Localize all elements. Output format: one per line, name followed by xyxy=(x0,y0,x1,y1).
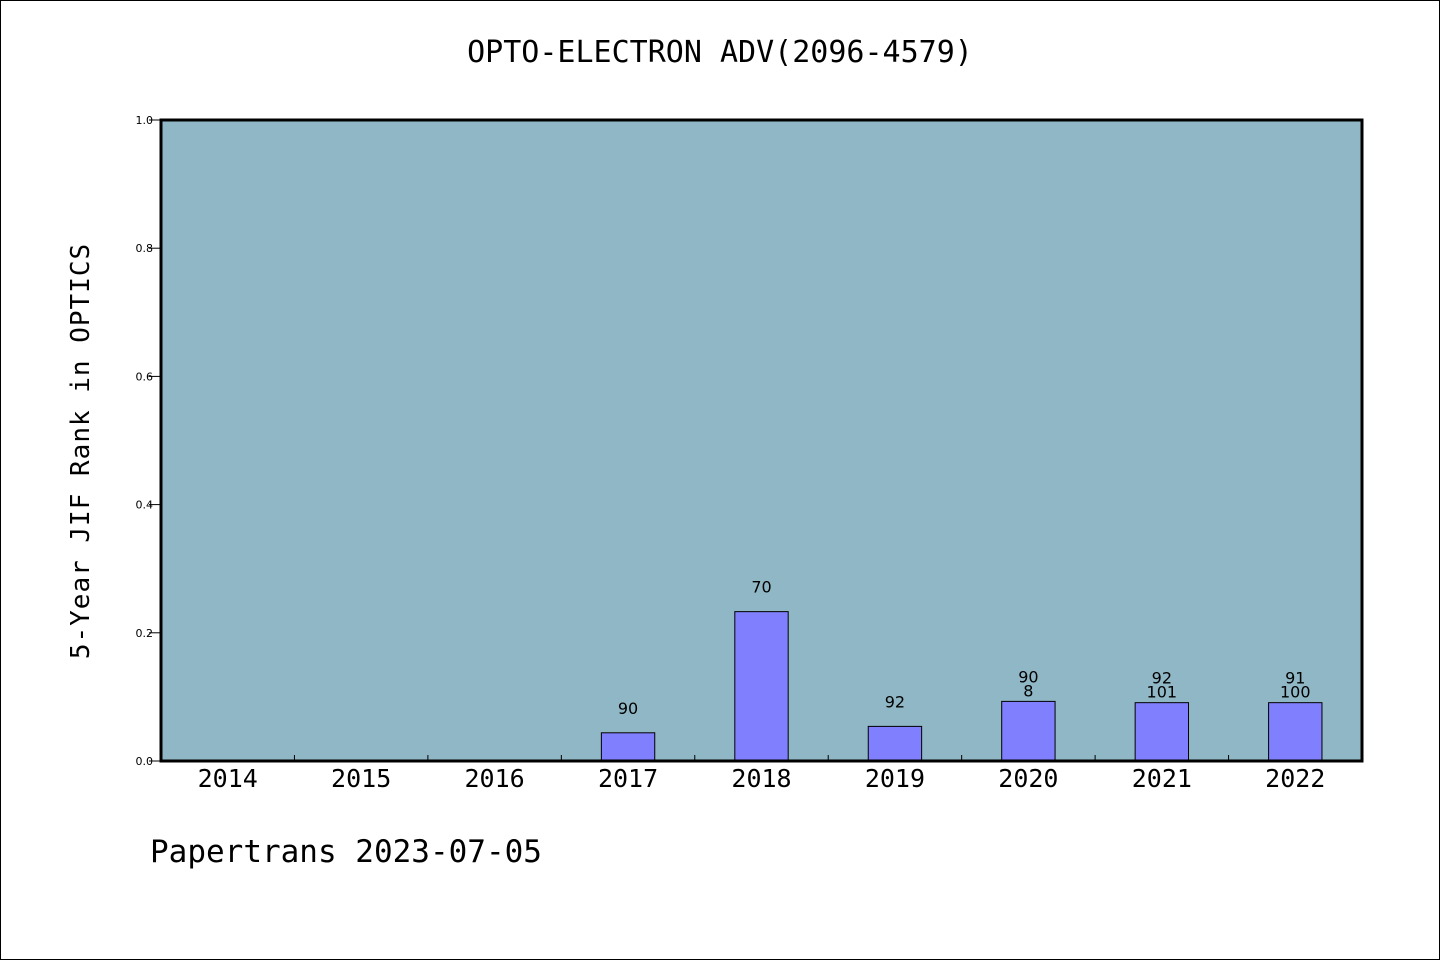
chart-title: OPTO-ELECTRON ADV(2096-4579) xyxy=(467,35,973,70)
footer-source-date: Papertrans 2023-07-05 xyxy=(150,834,542,870)
bar-value-label: 8 xyxy=(1023,681,1033,700)
bar-value-label: 101 xyxy=(1147,683,1178,702)
bar-value-label: 92 xyxy=(885,692,905,711)
x-tick-label: 2016 xyxy=(465,764,525,793)
bar xyxy=(600,732,656,762)
bar xyxy=(734,611,789,762)
bar-value-label: 70 xyxy=(751,578,771,597)
x-tick-label: 2020 xyxy=(998,764,1058,793)
x-tick-label: 2019 xyxy=(865,764,925,793)
y-tick-label: 0.8 xyxy=(136,242,154,255)
bars-group xyxy=(600,611,1323,762)
x-tick-label: 2015 xyxy=(331,764,391,793)
x-tick-label: 2018 xyxy=(731,764,791,793)
plot-frame xyxy=(159,118,1364,763)
bar xyxy=(1268,702,1323,762)
y-tick-label: 0.4 xyxy=(136,499,154,512)
bar-value-label: 92 xyxy=(1152,669,1172,688)
bar-value-label: 90 xyxy=(618,699,638,718)
y-tick-label: 1.0 xyxy=(136,114,154,127)
y-tick-label: 0.2 xyxy=(136,627,154,640)
y-axis-ticks: 0.0 0.2 0.4 0.6 0.8 1.0 xyxy=(136,114,161,768)
bar-value-label: 90 xyxy=(1018,667,1038,686)
x-tick-label: 2022 xyxy=(1265,764,1325,793)
x-tick-label: 2017 xyxy=(598,764,658,793)
x-tick-label: 2014 xyxy=(198,764,258,793)
bar xyxy=(1134,702,1190,762)
bar-value-label: 100 xyxy=(1280,683,1311,702)
x-tick-label: 2021 xyxy=(1132,764,1192,793)
y-tick-label: 0.6 xyxy=(136,370,154,383)
bar-value-label: 91 xyxy=(1285,669,1305,688)
bar xyxy=(1001,700,1056,762)
y-tick-label: 0.0 xyxy=(136,755,154,768)
bar xyxy=(867,725,923,762)
x-axis-ticks: 2014 2015 2016 2017 2018 2019 2020 2021 2022 xyxy=(198,755,1325,793)
